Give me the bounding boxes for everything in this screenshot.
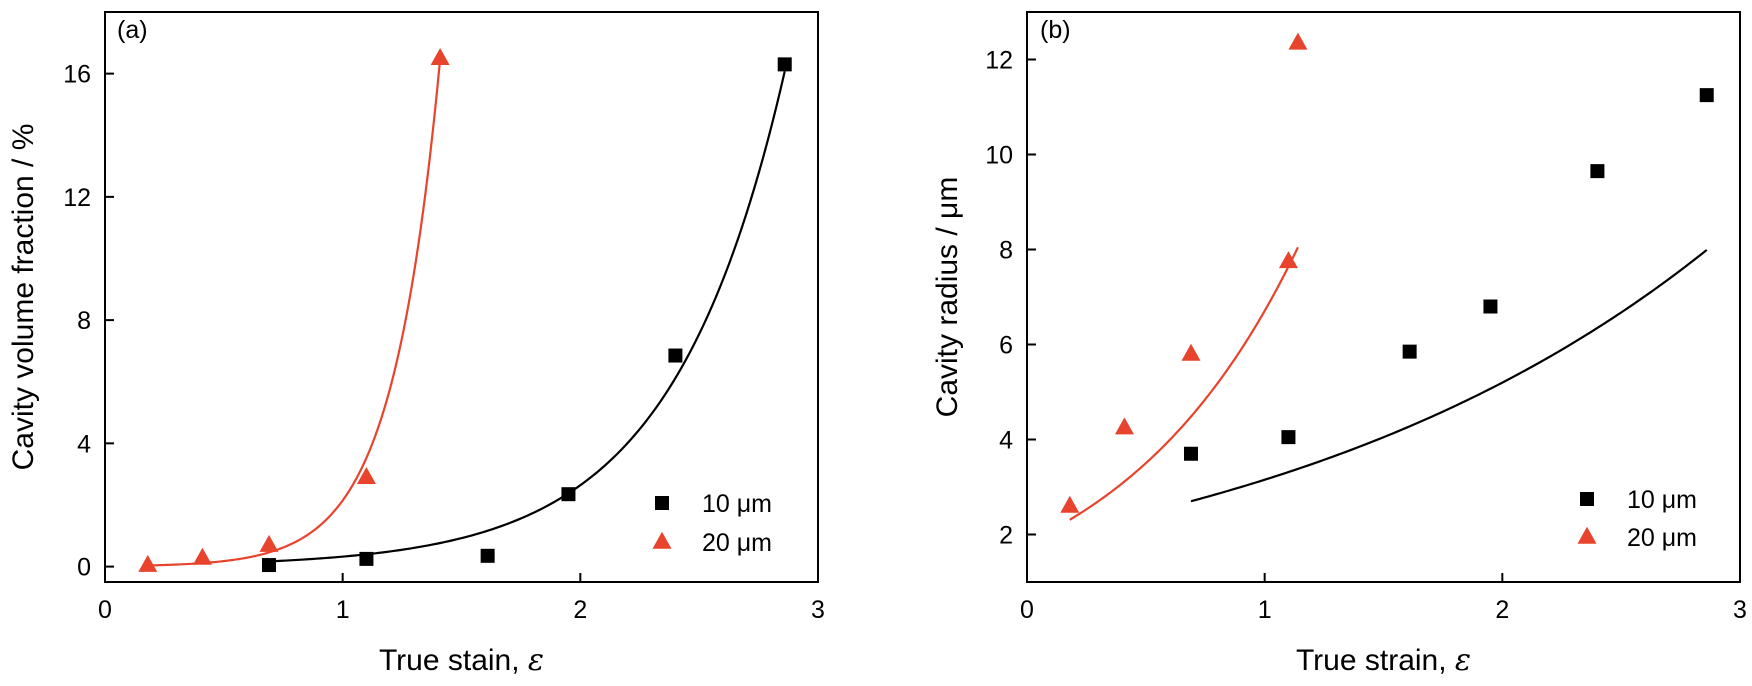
y-axis-label: Cavity volume fraction / % (7, 124, 40, 471)
y-axis-label: Cavity radius / μm (931, 177, 964, 418)
panel-label: (a) (117, 16, 148, 44)
x-tick-label: 1 (1258, 596, 1272, 624)
y-tick-label: 6 (999, 332, 1013, 360)
square-point (359, 551, 374, 566)
square-point (261, 558, 276, 573)
legend-label-20um: 20 μm (702, 529, 772, 557)
y-tick-label: 10 (985, 142, 1013, 170)
x-tick-label: 2 (573, 596, 587, 624)
triangle-point (1114, 417, 1134, 435)
fit-curve-20um (147, 59, 442, 567)
x-tick-label: 2 (1495, 596, 1509, 624)
plot-frame (104, 11, 819, 583)
square-point (1483, 299, 1498, 314)
y-tick-label: 8 (999, 237, 1013, 265)
y-tick-label: 12 (63, 184, 91, 212)
triangle-point (1288, 32, 1308, 50)
square-point (1402, 344, 1417, 359)
y-tick-label: 4 (77, 430, 91, 458)
fit-curve-10um (1190, 249, 1708, 503)
square-point (561, 487, 576, 502)
legend: 10 μm 20 μm (1577, 486, 1697, 552)
legend-marker-20um (652, 531, 672, 549)
y-tick-label: 16 (63, 61, 91, 89)
square-point (668, 348, 683, 363)
x-axis-label: True strain, ε (1296, 643, 1471, 678)
legend-marker-10um (655, 496, 669, 510)
square-point (1281, 430, 1296, 445)
x-tick-label: 1 (336, 596, 350, 624)
legend-marker-10um (1580, 492, 1594, 506)
y-tick-label: 2 (999, 522, 1013, 550)
triangle-point (430, 48, 450, 66)
legend: 10 μm 20 μm (652, 490, 772, 557)
y-tick-label: 0 (77, 554, 91, 582)
x-tick-label: 0 (1020, 596, 1034, 624)
triangle-point (192, 547, 212, 565)
legend-label-20um: 20 μm (1627, 524, 1697, 552)
square-point (1699, 88, 1714, 103)
triangle-point (1060, 495, 1080, 513)
square-point (480, 548, 495, 563)
y-tick-label: 4 (999, 427, 1013, 455)
legend-label-10um: 10 μm (702, 490, 772, 518)
x-tick-label: 0 (98, 596, 112, 624)
triangle-point (1181, 343, 1201, 361)
y-tick-label: 8 (77, 307, 91, 335)
triangle-point (356, 467, 376, 485)
square-point (1590, 164, 1605, 179)
legend-marker-20um (1577, 526, 1597, 544)
fit-curve-10um (268, 71, 786, 563)
panel-label: (b) (1040, 16, 1071, 44)
square-point (777, 57, 792, 72)
y-tick-label: 12 (985, 47, 1013, 75)
plot-frame (1026, 11, 1741, 583)
x-tick-label: 3 (811, 596, 825, 624)
triangle-point (1278, 251, 1298, 269)
triangle-point (259, 534, 279, 552)
x-axis-label: True stain, ε (379, 643, 544, 678)
square-point (1183, 446, 1198, 461)
legend-label-10um: 10 μm (1627, 486, 1697, 514)
fit-curve-20um (1069, 246, 1299, 521)
triangle-point (138, 554, 158, 572)
x-tick-label: 3 (1733, 596, 1747, 624)
